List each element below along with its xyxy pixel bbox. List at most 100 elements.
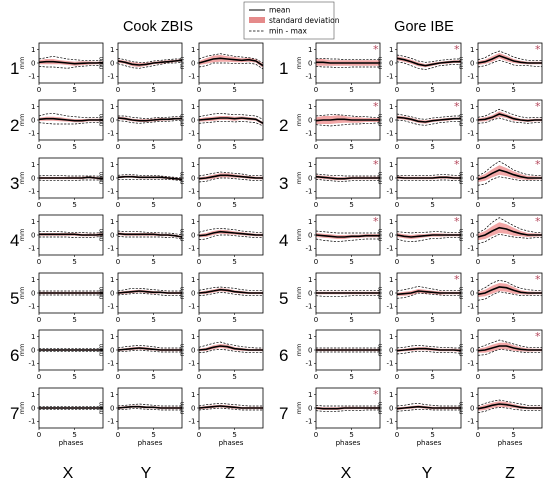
panel-r4-gore-x-max-line	[315, 230, 380, 234]
panel-r4-cook-z-ytick-label-2: 1	[191, 218, 195, 226]
panel-r1-gore-z-significance-star: *	[535, 43, 541, 56]
panel-r1-cook-y-ylabel: mm	[97, 57, 105, 70]
panel-r6-cook-y-ytick-label-1: 0	[110, 346, 114, 354]
panel-r3-gore-z-xtick-label-0: 0	[476, 201, 480, 209]
panel-r3-cook-y-ylabel: mm	[97, 172, 105, 185]
panel-r3-gore-y-max-line	[397, 174, 461, 176]
panel-r1-cook-z-ytick-label-2: 1	[191, 46, 195, 54]
panel-r6-cook-z-ytick-label-1: 0	[191, 346, 195, 354]
panel-r7-gore-z-xtick-label-1: 5	[511, 431, 515, 439]
panel-r3-cook-y-mean-line	[117, 175, 183, 181]
panel-r3-gore-z-min-line	[477, 176, 542, 186]
panel-r1-cook-x-std-band	[39, 59, 103, 66]
panel-r5-gore-z-min-line	[477, 291, 542, 301]
panel-r6-gore-y-ytick-label-2: 1	[389, 333, 393, 341]
panel-r4-cook-z-xtick-label-0: 0	[197, 258, 201, 266]
panel-r3-cook-x-xtick-label-1: 5	[72, 201, 76, 209]
panel-r5-gore-x-min-line	[315, 295, 380, 297]
panel-r6-cook-z-ylabel: mm	[178, 344, 186, 357]
panel-r5-cook-z-xtick-label-0: 0	[197, 316, 201, 324]
panel-r7-gore-y-xtick-label-0: 0	[395, 431, 399, 439]
panel-r3-cook-y-xtick-label-0: 0	[116, 201, 120, 209]
panel-r3-cook-x-mean-line	[39, 176, 104, 180]
panel-r3-gore-z-ytick-label-2: 1	[470, 161, 474, 169]
panel-r1-gore-z-xtick-label-1: 5	[511, 86, 515, 94]
row-label-4: 4	[10, 231, 19, 250]
panel-r4-cook-x-xtick-label-1: 5	[72, 258, 76, 266]
panel-r7-gore-z-xlabel: phases	[498, 439, 523, 447]
panel-r5-gore-x-xtick-label-0: 0	[314, 316, 318, 324]
panel-r1-cook-z-min-line	[198, 62, 264, 70]
panel-r1-gore-y-xtick-label-1: 5	[430, 86, 434, 94]
panel-r4-cook-z-max-line	[198, 227, 263, 233]
panel-r2-cook-x-max-line	[38, 112, 103, 118]
panel-r6-cook-x-ytick-label-0: -1	[29, 360, 36, 368]
legend-std-swatch	[249, 17, 265, 23]
panel-r7-cook-z-max-line	[198, 402, 263, 407]
panel-r7-cook-x-xtick-label-0: 0	[37, 431, 41, 439]
panel-r6-cook-y-max-line	[117, 344, 182, 349]
panel-r6-gore-z-mean-line	[477, 345, 542, 352]
panel-r5-cook-x-xtick-label-0: 0	[37, 316, 41, 324]
panel-r3-cook-z-min-line	[198, 177, 263, 183]
panel-r5-gore-x-ylabel: mm	[295, 287, 303, 300]
panel-r4-cook-x-min-line	[39, 235, 104, 239]
panel-r2-cook-z-ylabel: mm	[178, 114, 186, 127]
panel-r5-gore-z-ytick-label-2: 1	[470, 276, 474, 284]
legend-std-label: standard deviation	[269, 16, 340, 25]
panel-r1-cook-y-ytick-label-1: 0	[110, 59, 114, 67]
panel-r1-cook-y-ytick-label-0: -1	[108, 73, 115, 81]
panel-r1-gore-x-ytick-label-1: 0	[308, 59, 312, 67]
panel-r1-gore-y-min-line	[396, 61, 461, 71]
row-label-gore-5: 5	[279, 289, 288, 308]
panel-r2-cook-z-xtick-label-0: 0	[197, 143, 201, 151]
panel-r2-gore-z-ytick-label-2: 1	[470, 103, 474, 111]
panel-r6-gore-y-min-line	[396, 350, 462, 355]
group-title-gore: Gore IBE	[394, 19, 454, 35]
panel-r6-gore-y-xtick-label-0: 0	[395, 373, 399, 381]
panel-r5-gore-y-ylabel: mm	[376, 287, 384, 300]
panel-r7-cook-z-ylabel: mm	[178, 402, 186, 415]
panel-r7-gore-x-ytick-label-2: 1	[308, 391, 312, 399]
panel-r1-cook-y-xtick-label-1: 5	[151, 86, 155, 94]
panel-r1-cook-x-max-line	[38, 55, 103, 61]
panel-r4-gore-y-ytick-label-2: 1	[389, 218, 393, 226]
panel-r6-gore-z-min-line	[477, 348, 542, 356]
panel-r4-gore-y-max-line	[396, 231, 461, 234]
panel-r6-cook-y-ytick-label-2: 1	[110, 333, 114, 341]
panel-r6-cook-z-max-line	[198, 341, 263, 349]
panel-r1-cook-z-ytick-label-1: 0	[191, 59, 195, 67]
panel-r1-gore-y-ytick-label-1: 0	[389, 59, 393, 67]
panel-r1-cook-x-ylabel: mm	[18, 57, 26, 70]
column-label-cook-z: Z	[225, 465, 235, 482]
panel-r1-gore-z-max-line	[477, 50, 542, 61]
panel-r2-gore-z-xtick-label-1: 5	[511, 143, 515, 151]
panel-r7-cook-z-mean-line	[198, 405, 263, 409]
panel-r1-cook-y-ytick-label-2: 1	[110, 46, 114, 54]
panel-r1-gore-y-ytick-label-0: -1	[387, 73, 394, 81]
panel-r4-cook-y-xtick-label-1: 5	[151, 258, 155, 266]
panel-r2-gore-z-significance-star: *	[535, 100, 541, 113]
panel-r2-gore-z-mean-line	[477, 113, 542, 122]
panel-r7-gore-x-xlabel: phases	[336, 439, 361, 447]
panel-r7-cook-y-mean-line	[117, 405, 182, 409]
row-label-6: 6	[10, 346, 19, 365]
panel-r7-gore-z-xtick-label-0: 0	[476, 431, 480, 439]
row-label-5: 5	[10, 289, 19, 308]
panel-r4-gore-z-xtick-label-0: 0	[476, 258, 480, 266]
panel-r3-cook-z-ytick-label-1: 0	[191, 174, 195, 182]
